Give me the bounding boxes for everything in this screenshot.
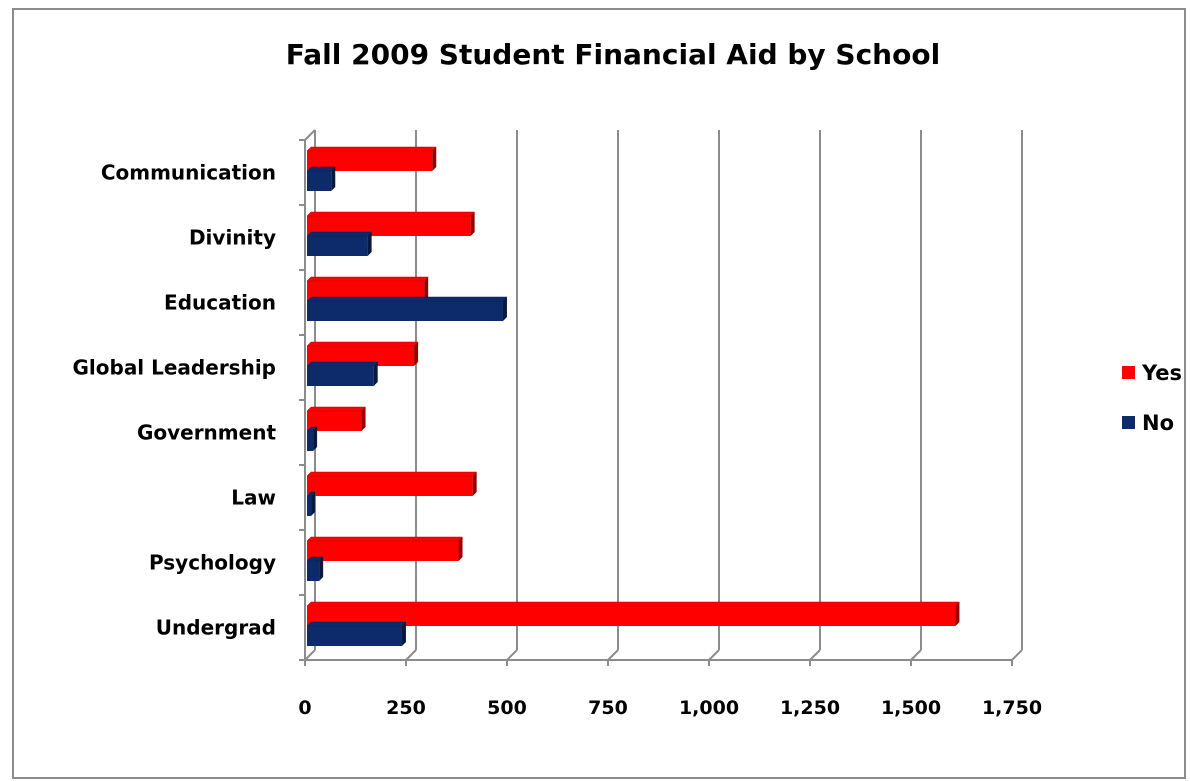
bar-yes [306,211,476,236]
bar-no [306,361,379,386]
bar-side [373,362,378,386]
category-label: Government [137,421,277,445]
bar-face [307,411,362,431]
bar-top [306,361,379,367]
bar-side [361,407,366,431]
bar-yes [306,406,367,431]
bar-face [307,561,320,581]
category-label: Divinity [189,226,276,250]
chart-frame [12,8,1186,779]
gridline-floor [809,649,821,661]
legend-swatch-no [1122,416,1135,429]
chart-title: Fall 2009 Student Financial Aid by Schoo… [285,38,941,71]
x-tick-label: 500 [487,697,527,719]
bar-yes [306,146,437,171]
bar-top [306,211,476,217]
bar-face [307,431,314,451]
bar-top [306,621,407,627]
bar-face [307,301,503,321]
x-tick-label: 0 [298,697,311,719]
category-label: Global Leadership [72,356,276,380]
bar-side [955,602,960,626]
category-label: Law [231,486,276,510]
bar-side [313,427,318,451]
bar-side [458,537,463,561]
bar-top [306,146,437,152]
x-tick-label: 1,500 [881,697,941,719]
x-tick-label: 750 [588,697,628,719]
bar-yes [306,601,961,626]
bar-no [306,166,336,191]
x-tick-label: 1,250 [780,697,840,719]
gridline-floor [405,649,417,661]
bar-side [424,277,429,301]
bar-face [307,216,471,236]
bar-side [319,557,324,581]
category-label: Education [164,291,276,315]
bar-face [307,171,332,191]
bar-face [307,346,415,366]
x-tick-label: 250 [386,697,426,719]
legend-label-yes: Yes [1141,361,1182,385]
bar-side [367,232,372,256]
bar-side [432,147,437,171]
bar-top [306,166,336,172]
category-labels: Communication Divinity Education Global Lea… [72,161,276,640]
bar-face [307,151,433,171]
bar-no [306,556,324,581]
bar-face [307,236,368,256]
y-axis-depth [304,129,316,141]
bar-face [307,281,425,301]
x-tick-label: 1,750 [982,697,1042,719]
category-label: Communication [101,161,276,185]
x-tick-label: 1,000 [679,697,739,719]
legend-swatch-yes [1122,366,1135,379]
bar-face [307,606,956,626]
gridline-floor [1011,649,1023,661]
bar-no [306,231,373,256]
legend: Yes No [1122,361,1182,435]
bar-top [306,276,429,282]
bar-yes [306,536,464,561]
gridline-floor [304,649,316,661]
bar-top [306,536,464,542]
category-label: Psychology [149,551,276,575]
bar-side [311,492,316,516]
bar-top [306,231,373,237]
bar-side [470,212,475,236]
bar-top [306,341,419,347]
bar-no [306,621,407,646]
bar-face [307,541,459,561]
axes [299,129,1013,666]
bar-side [401,622,406,646]
gridline-floor [708,649,720,661]
tick-labels: 0 250 500 750 1,000 1,250 1,500 1,750 [298,697,1042,719]
bar-no [306,426,318,451]
bar-face [307,496,312,516]
bar-no [306,491,316,516]
bar-side [331,167,336,191]
bar-yes [306,341,419,366]
bar-yes [306,471,478,496]
legend-label-no: No [1142,411,1174,435]
bar-side [472,472,477,496]
gridline-floor [506,649,518,661]
gridlines [304,130,1023,661]
bar-yes [306,276,429,301]
category-label: Undergrad [156,616,276,640]
bar-top [306,471,478,477]
bar-top [306,406,367,412]
bar-top [306,601,961,607]
bars [306,146,961,646]
bar-side [502,297,507,321]
bar-face [307,626,402,646]
gridline-floor [910,649,922,661]
bar-side [414,342,419,366]
bar-top [306,296,508,302]
bar-face [307,476,473,496]
gridline-floor [607,649,619,661]
bar-face [307,366,374,386]
bar-no [306,296,508,321]
